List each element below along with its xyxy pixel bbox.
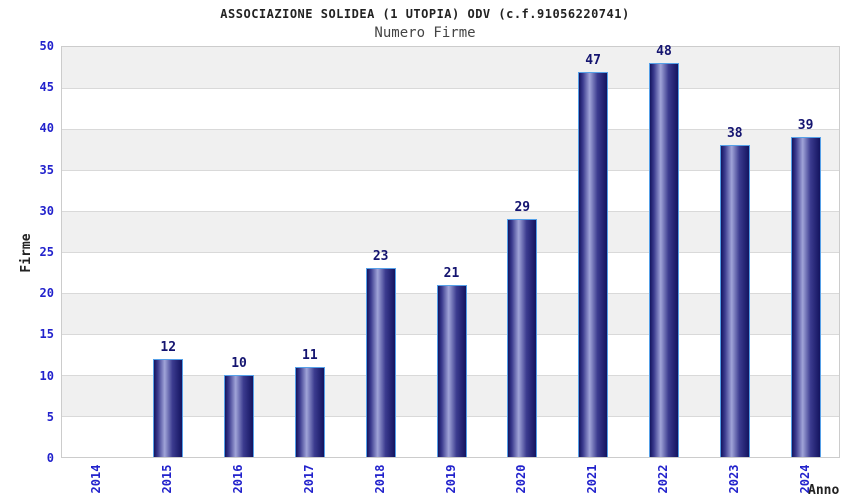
bar-value-label: 39 (797, 118, 814, 134)
x-tick-label: 2020 (514, 464, 529, 494)
y-tick-label: 50 (39, 39, 54, 53)
gridline (62, 211, 839, 212)
bar-2023 (719, 145, 750, 457)
bar-value-label: 11 (302, 347, 318, 363)
y-tick-label: 15 (39, 327, 54, 342)
chart-subtitle: Numero Firme (374, 25, 476, 41)
bar-value-label: 10 (231, 356, 247, 371)
x-axis-label: Anno (808, 483, 840, 498)
bar-2020 (507, 219, 538, 457)
gridline (62, 88, 839, 89)
x-tick-label: 2018 (372, 464, 387, 494)
bar-2017 (294, 366, 325, 457)
x-tick-label: 2022 (655, 464, 670, 494)
plot-background-band (62, 129, 839, 170)
y-tick-label: 30 (39, 203, 54, 218)
gridline (62, 252, 839, 253)
bar-value-label: 38 (726, 126, 743, 142)
plot-area: 12 10 11 23 21 29 47 48 38 39 (61, 44, 840, 458)
y-tick-label: 40 (39, 121, 54, 136)
bar-2018 (365, 268, 396, 457)
y-tick-label: 0 (46, 451, 54, 465)
gridline (62, 129, 839, 130)
bar-value-label: 47 (585, 52, 601, 68)
x-tick-label: 2017 (301, 464, 316, 494)
x-tick-label: 2023 (726, 464, 741, 494)
gridline (62, 170, 839, 171)
bar-2016 (224, 375, 255, 457)
bar-value-label: 21 (443, 265, 460, 281)
x-tick-label: 2016 (231, 464, 246, 494)
bar-2024 (790, 137, 821, 457)
bar-2015 (153, 358, 184, 457)
bar-value-label: 23 (372, 249, 389, 265)
chart-title: ASSOCIAZIONE SOLIDEA (1 UTOPIA) ODV (c.f… (220, 7, 630, 21)
y-tick-label: 10 (39, 368, 54, 383)
x-tick-label: 2015 (160, 464, 175, 494)
bar-2019 (436, 284, 467, 457)
y-tick-label: 25 (39, 245, 54, 259)
bar-value-label: 12 (160, 339, 177, 355)
plot-background-band (62, 88, 839, 129)
y-tick-label: 20 (39, 286, 54, 301)
x-tick-label: 2019 (443, 464, 458, 494)
x-tick-label: 2021 (585, 464, 600, 494)
plot-background-band (62, 211, 839, 252)
bar-2022 (648, 63, 679, 457)
y-tick-label: 5 (46, 409, 54, 424)
y-tick-label: 45 (39, 80, 54, 95)
plot-background-band (62, 170, 839, 211)
bar-value-label: 29 (514, 200, 531, 216)
y-tick-label: 35 (39, 162, 54, 177)
bar-value-label: 48 (656, 44, 672, 60)
bar-2021 (578, 71, 609, 457)
x-tick-label: 2014 (89, 464, 104, 494)
plot-background-band (62, 47, 839, 88)
